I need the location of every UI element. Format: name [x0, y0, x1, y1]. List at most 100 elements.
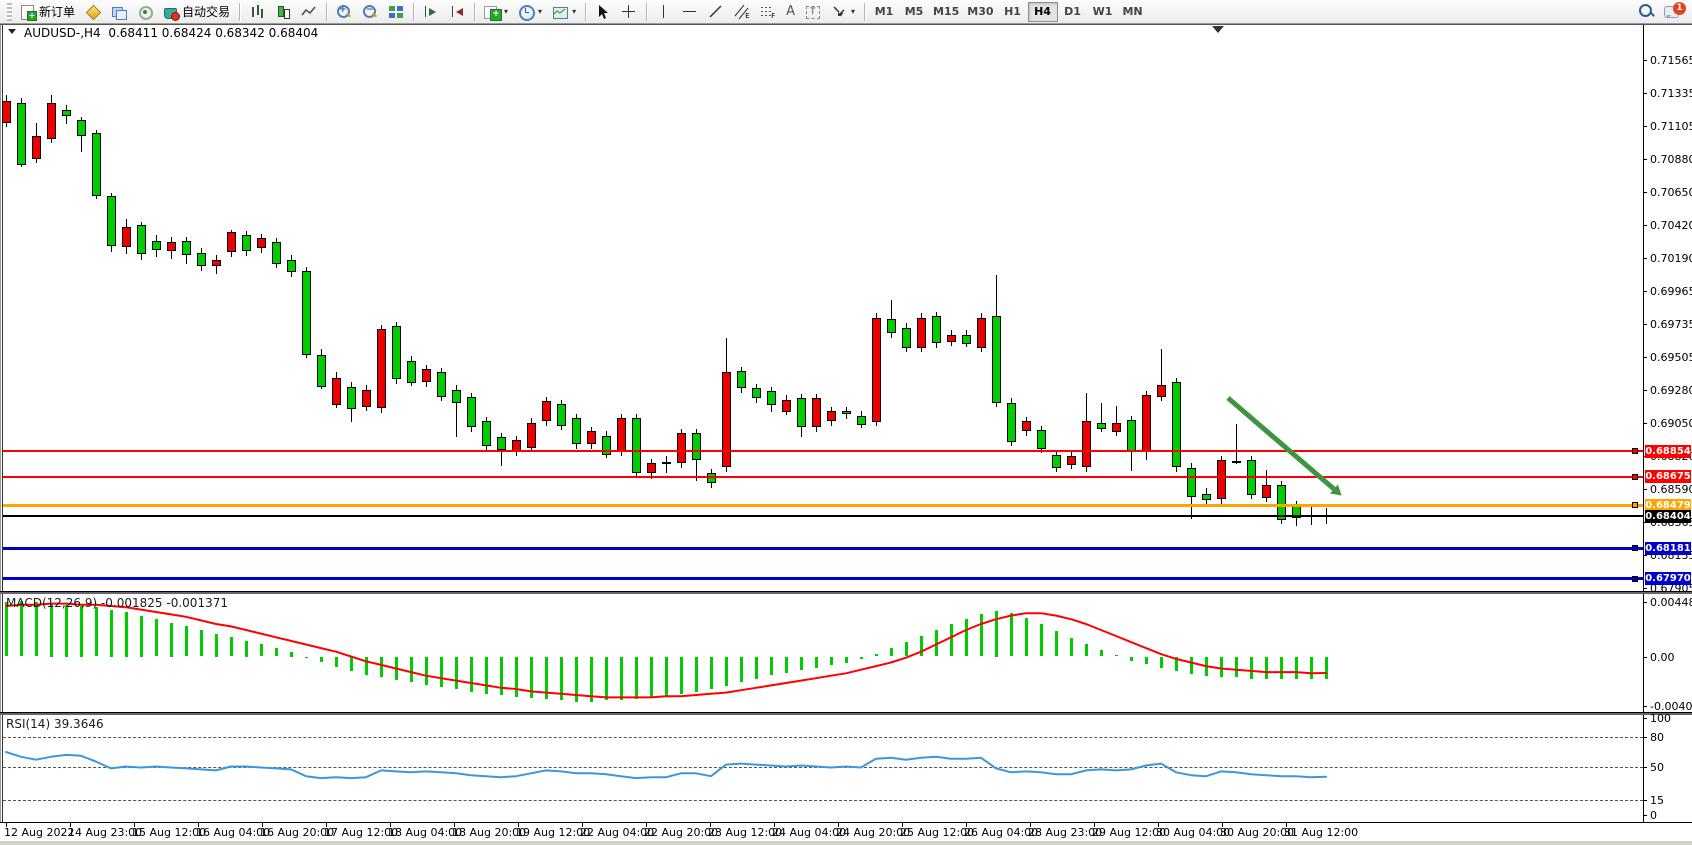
arrows-button[interactable]: ▾: [826, 1, 860, 23]
indicators-icon: +: [484, 4, 503, 21]
price-tick: [1643, 126, 1647, 127]
channel-button[interactable]: E: [729, 1, 755, 23]
macd-histogram-bar: [770, 657, 773, 675]
candle-wick: [1101, 403, 1102, 432]
crosshair-button[interactable]: [616, 1, 642, 23]
new-order-button[interactable]: + 新订单: [15, 1, 80, 23]
candle-wick: [666, 456, 667, 473]
date-tick: [1030, 822, 1031, 827]
timeframe-H4[interactable]: H4: [1027, 1, 1058, 22]
shift-marker-icon[interactable]: [1212, 26, 1224, 33]
left-border-outer: [0, 25, 1, 822]
macd-histogram-bar: [530, 657, 533, 698]
date-label: 16 Aug 04:00: [196, 826, 271, 839]
templates-button[interactable]: ▾: [547, 1, 581, 23]
date-tick: [774, 822, 775, 827]
price-tick: [1643, 159, 1647, 160]
search-icon[interactable]: [1638, 3, 1655, 19]
candle: [917, 318, 926, 348]
date-tick: [134, 822, 135, 827]
date-tick: [6, 822, 7, 827]
arrows-icon: [831, 4, 847, 20]
macd-histogram-bar: [785, 657, 788, 673]
toolbar-grip[interactable]: [7, 2, 12, 21]
timeframe-D1[interactable]: D1: [1064, 4, 1081, 18]
price-line-badge: 0.68854: [1645, 445, 1691, 458]
timeframe-M5[interactable]: M5: [904, 4, 924, 18]
tile-windows-icon: [388, 4, 404, 20]
chart-menu-icon[interactable]: [8, 29, 16, 34]
price-hline[interactable]: [3, 476, 1643, 478]
chart-ohlc: 0.68411 0.68424 0.68342 0.68404: [108, 26, 319, 40]
timeframe-W1[interactable]: W1: [1092, 4, 1113, 18]
panel-separator-1[interactable]: [0, 591, 1692, 594]
chart-shift-button[interactable]: [444, 1, 470, 23]
candle: [287, 260, 296, 272]
zoom-out-button[interactable]: −: [357, 1, 383, 23]
periods-button[interactable]: ▾: [513, 1, 547, 23]
vertical-line-button[interactable]: [651, 1, 677, 23]
macd-histogram-bar: [935, 630, 938, 656]
candle: [467, 397, 476, 427]
macd-histogram-bar: [560, 657, 563, 700]
date-tick: [326, 822, 327, 827]
price-tick-label: 0.70650: [1650, 186, 1692, 199]
candle: [1127, 420, 1136, 452]
price-tick-label: 0.69280: [1650, 384, 1692, 397]
zoom-in-button[interactable]: +: [331, 1, 357, 23]
price-hline[interactable]: [3, 547, 1643, 550]
horizontal-line-button[interactable]: [677, 1, 703, 23]
price-tick-label: 0.67905: [1650, 582, 1692, 595]
macd-histogram-bar: [1280, 657, 1283, 679]
rsi-tick-label: 50: [1650, 761, 1664, 774]
macd-tick: [1643, 706, 1647, 707]
timeframe-M30[interactable]: M30: [967, 4, 994, 18]
hline-handle[interactable]: [1632, 545, 1638, 551]
price-hline[interactable]: [3, 504, 1643, 507]
timeframe-M1[interactable]: M1: [874, 4, 894, 18]
timeframe-M15[interactable]: M15: [933, 4, 960, 18]
text-button[interactable]: A: [786, 4, 795, 19]
candle: [842, 411, 851, 414]
navigator-button[interactable]: [132, 1, 158, 23]
cursor-button[interactable]: [590, 1, 616, 23]
price-tick: [1643, 555, 1647, 556]
candle: [527, 423, 536, 448]
line-chart-icon: [301, 4, 317, 20]
hline-handle[interactable]: [1632, 502, 1638, 508]
hline-handle[interactable]: [1632, 448, 1638, 454]
price-tick-label: 0.71105: [1650, 120, 1692, 133]
auto-scroll-button[interactable]: [418, 1, 444, 23]
fibonacci-button[interactable]: F: [755, 1, 781, 23]
date-label: 24 Aug 04:00: [772, 826, 847, 839]
trendline-button[interactable]: [703, 1, 729, 23]
timeframe-MN[interactable]: MN: [1122, 4, 1143, 18]
date-tick: [582, 822, 583, 827]
bid-price-line: [3, 515, 1643, 517]
timeframe-H1[interactable]: H1: [1004, 4, 1021, 18]
macd-histogram-bar: [995, 611, 998, 657]
candle: [32, 136, 41, 159]
autotrading-button[interactable]: 自动交易: [158, 1, 235, 23]
price-hline[interactable]: [3, 577, 1643, 580]
new-chart-button[interactable]: [80, 1, 106, 23]
chat-icon[interactable]: 1: [1664, 2, 1686, 20]
candlestick-chart-button[interactable]: [270, 1, 296, 23]
panel-separator-2[interactable]: [0, 712, 1692, 715]
indicators-button[interactable]: + ▾: [479, 1, 513, 23]
macd-histogram-bar: [920, 636, 923, 656]
rsi-tick: [1643, 767, 1647, 768]
macd-histogram-bar: [1040, 624, 1043, 656]
date-label: 26 Aug 04:00: [964, 826, 1039, 839]
tile-windows-button[interactable]: [383, 1, 409, 23]
label-button[interactable]: T: [800, 1, 826, 23]
hline-handle[interactable]: [1632, 576, 1638, 582]
bar-chart-button[interactable]: [244, 1, 270, 23]
hline-handle[interactable]: [1632, 474, 1638, 480]
macd-histogram-bar: [350, 657, 353, 671]
profiles-button[interactable]: [106, 1, 132, 23]
line-chart-button[interactable]: [296, 1, 322, 23]
price-hline[interactable]: [3, 450, 1643, 452]
price-tick-label: 0.68590: [1650, 483, 1692, 496]
macd-histogram-bar: [1325, 657, 1328, 679]
